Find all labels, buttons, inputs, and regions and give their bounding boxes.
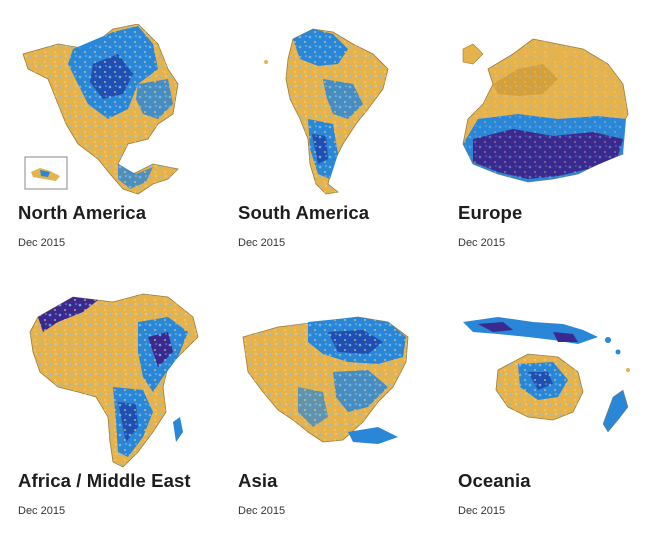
europe-map-icon (462, 38, 629, 183)
region-card-africa-middle-east[interactable]: Africa / Middle East Dec 2015 (18, 292, 218, 542)
asia-map-icon (242, 316, 409, 444)
region-card-north-america[interactable]: North America Dec 2015 (18, 24, 218, 274)
region-card-south-america[interactable]: South America Dec 2015 (238, 24, 438, 274)
region-title[interactable]: Oceania (458, 470, 531, 491)
africa-middle-east-map-icon (29, 293, 199, 468)
north-america-map-icon (22, 24, 179, 195)
region-card-oceania[interactable]: Oceania Dec 2015 (458, 292, 646, 542)
region-date: Dec 2015 (238, 237, 286, 249)
region-title[interactable]: Asia (238, 470, 278, 491)
south-america-map-icon (264, 28, 389, 195)
region-date: Dec 2015 (18, 505, 66, 517)
region-date: Dec 2015 (458, 505, 506, 517)
region-date: Dec 2015 (238, 505, 286, 517)
region-title[interactable]: Africa / Middle East (18, 470, 191, 491)
region-card-asia[interactable]: Asia Dec 2015 (238, 292, 438, 542)
region-date: Dec 2015 (18, 237, 66, 249)
region-card-europe[interactable]: Europe Dec 2015 (458, 24, 646, 274)
region-title[interactable]: Europe (458, 202, 523, 223)
region-title[interactable]: North America (18, 202, 147, 223)
region-date: Dec 2015 (458, 237, 506, 249)
oceania-map-icon (463, 317, 630, 433)
region-title[interactable]: South America (238, 202, 370, 223)
